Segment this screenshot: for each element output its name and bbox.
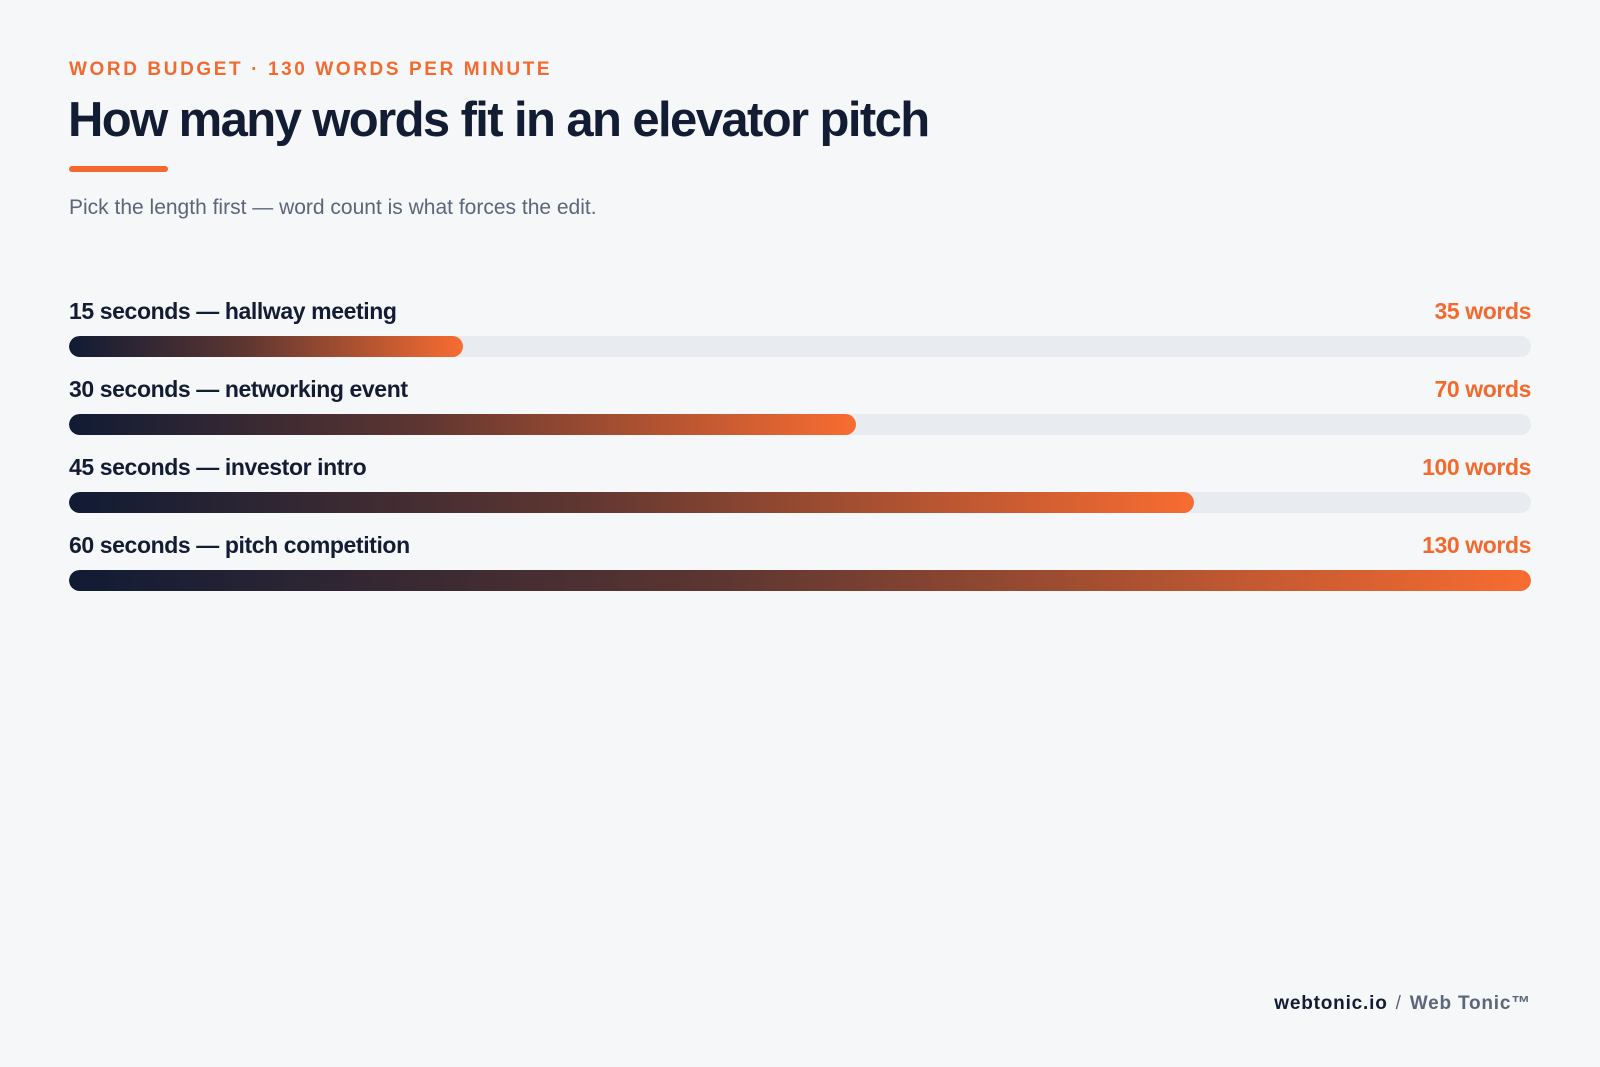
bar-track xyxy=(69,492,1531,513)
bar-label: 15 seconds — hallway meeting xyxy=(69,298,397,324)
bar-row: 45 seconds — investor intro 100 words xyxy=(69,452,1531,530)
bar-label: 60 seconds — pitch competition xyxy=(69,532,410,558)
footer-credit: webtonic.io / Web Tonic™ xyxy=(1274,993,1531,1015)
page-subtitle: Pick the length first — word count is wh… xyxy=(69,196,597,219)
bar-track xyxy=(69,336,1531,357)
footer-separator: / xyxy=(1395,993,1402,1014)
footer-domain: webtonic.io xyxy=(1274,993,1388,1014)
bar-track xyxy=(69,414,1531,435)
footer-brand: Web Tonic™ xyxy=(1409,993,1531,1014)
bar-row: 60 seconds — pitch competition 130 words xyxy=(69,530,1531,608)
bar-label: 45 seconds — investor intro xyxy=(69,454,367,480)
bar-row: 15 seconds — hallway meeting 35 words xyxy=(69,296,1531,374)
bar-value-label: 70 words xyxy=(1434,376,1531,402)
page-title: How many words fit in an elevator pitch xyxy=(68,93,930,147)
bar-chart: 15 seconds — hallway meeting 35 words 30… xyxy=(69,296,1531,608)
bar-track xyxy=(69,570,1531,591)
bar-value-label: 35 words xyxy=(1434,298,1531,324)
title-accent-rule xyxy=(69,166,168,172)
bar-label: 30 seconds — networking event xyxy=(69,376,408,402)
bar-fill xyxy=(69,570,1531,591)
eyebrow-label: WORD BUDGET · 130 WORDS PER MINUTE xyxy=(69,59,553,80)
bar-value-label: 130 words xyxy=(1422,532,1531,558)
bar-row: 30 seconds — networking event 70 words xyxy=(69,374,1531,452)
bar-fill xyxy=(69,414,857,435)
bar-fill xyxy=(69,336,463,357)
bar-fill xyxy=(69,492,1194,513)
bar-value-label: 100 words xyxy=(1422,454,1531,480)
